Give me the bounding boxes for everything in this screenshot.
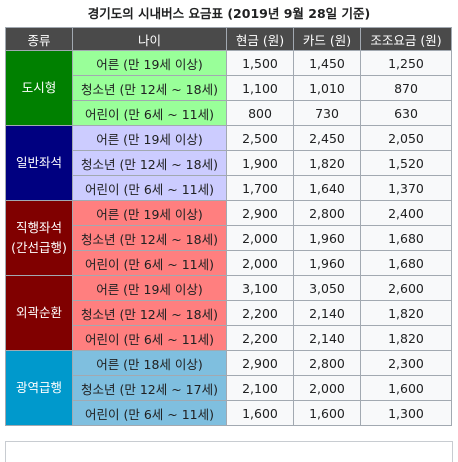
age-cell: 청소년 (만 12세 ~ 18세) bbox=[72, 300, 227, 326]
table-caption: 경기도의 시내버스 요금표 (2019년 9월 28일 기준) bbox=[87, 6, 371, 21]
table-row: 청소년 (만 12세 ~ 18세) 2,000 1,960 1,680 bbox=[6, 225, 452, 251]
cash-fare-cell: 2,900 bbox=[226, 350, 294, 376]
age-cell: 어린이 (만 6세 ~ 11세) bbox=[72, 400, 227, 426]
table-row: 청소년 (만 12세 ~ 18세) 2,200 2,140 1,820 bbox=[6, 300, 452, 326]
early-fare-cell: 2,300 bbox=[360, 350, 452, 376]
fare-table-body: 도시형 어른 (만 19세 이상) 1,500 1,450 1,250 청소년 (만 12… bbox=[5, 50, 452, 426]
age-cell: 어린이 (만 6세 ~ 11세) bbox=[72, 175, 227, 201]
table-row: 어린이 (만 6세 ~ 11세) 1,700 1,640 1,370 bbox=[6, 175, 452, 201]
early-fare-cell: 1,680 bbox=[360, 250, 452, 276]
cash-fare-cell: 2,200 bbox=[226, 325, 294, 351]
bus-type-label: (간선급행) bbox=[11, 240, 67, 255]
table-row: 도시형 어른 (만 19세 이상) 1,500 1,450 1,250 bbox=[5, 50, 452, 126]
age-cell: 청소년 (만 12세 ~ 18세) bbox=[72, 75, 227, 101]
age-cell: 어른 (만 19세 이상) bbox=[72, 50, 227, 76]
bus-type-cell: 직행좌석 (간선급행) bbox=[5, 200, 73, 276]
age-cell: 청소년 (만 12세 ~ 18세) bbox=[72, 150, 227, 176]
table-row: 어린이 (만 6세 ~ 11세) 1,600 1,600 1,300 bbox=[6, 400, 452, 426]
early-fare-cell: 630 bbox=[360, 100, 452, 126]
bus-type-cell: 외곽순환 bbox=[5, 275, 73, 351]
card-fare-cell: 2,800 bbox=[293, 200, 361, 226]
bus-type-label: 외곽순환 bbox=[15, 305, 62, 320]
table-row: 일반좌석 어른 (만 19세 이상) 2,500 2,450 2,050 bbox=[5, 125, 452, 201]
cash-fare-cell: 800 bbox=[226, 100, 294, 126]
header-early: 조조요금 (원) bbox=[360, 27, 452, 51]
cash-fare-cell: 3,100 bbox=[226, 275, 294, 301]
header-type: 종류 bbox=[5, 27, 73, 51]
early-fare-cell: 2,600 bbox=[360, 275, 452, 301]
early-fare-cell: 1,370 bbox=[360, 175, 452, 201]
early-fare-cell: 1,820 bbox=[360, 300, 452, 326]
bus-type-cell: 일반좌석 bbox=[5, 125, 73, 201]
early-fare-cell: 1,680 bbox=[360, 225, 452, 251]
early-fare-cell: 1,820 bbox=[360, 325, 452, 351]
cash-fare-cell: 2,000 bbox=[226, 225, 294, 251]
bus-type-label: 광역급행 bbox=[15, 380, 62, 395]
age-cell: 청소년 (만 12세 ~ 18세) bbox=[72, 225, 227, 251]
header-card: 카드 (원) bbox=[293, 27, 361, 51]
card-fare-cell: 1,960 bbox=[293, 250, 361, 276]
card-fare-cell: 730 bbox=[293, 100, 361, 126]
bus-type-label: 도시형 bbox=[21, 80, 57, 95]
header-age: 나이 bbox=[72, 27, 227, 51]
table-row: 외곽순환 어른 (만 19세 이상) 3,100 3,050 2,600 bbox=[5, 275, 452, 351]
cash-fare-cell: 2,200 bbox=[226, 300, 294, 326]
age-cell: 어린이 (만 6세 ~ 11세) bbox=[72, 250, 227, 276]
cash-fare-cell: 2,900 bbox=[226, 200, 294, 226]
table-row: 청소년 (만 12세 ~ 18세) 1,900 1,820 1,520 bbox=[6, 150, 452, 176]
age-cell: 어른 (만 19세 이상) bbox=[72, 275, 227, 301]
bus-type-label: 일반좌석 bbox=[15, 155, 62, 170]
header-cash: 현금 (원) bbox=[226, 27, 294, 51]
age-cell: 어린이 (만 6세 ~ 11세) bbox=[72, 100, 227, 126]
table-row: 어린이 (만 6세 ~ 11세) 800 730 630 bbox=[6, 100, 452, 126]
card-fare-cell: 2,140 bbox=[293, 325, 361, 351]
table-row: 어린이 (만 6세 ~ 11세) 2,200 2,140 1,820 bbox=[6, 325, 452, 351]
card-fare-cell: 2,000 bbox=[293, 375, 361, 401]
card-fare-cell: 1,600 bbox=[293, 400, 361, 426]
early-fare-cell: 2,400 bbox=[360, 200, 452, 226]
table-row: 광역급행 어른 (만 18세 이상) 2,900 2,800 2,300 bbox=[5, 350, 452, 426]
header-row: 종류 나이 현금 (원) 카드 (원) 조조요금 (원) bbox=[5, 27, 452, 51]
card-fare-cell: 2,800 bbox=[293, 350, 361, 376]
age-cell: 청소년 (만 12세 ~ 17세) bbox=[72, 375, 227, 401]
card-fare-cell: 2,140 bbox=[293, 300, 361, 326]
next-content-box bbox=[5, 441, 453, 462]
cash-fare-cell: 2,000 bbox=[226, 250, 294, 276]
card-fare-cell: 1,450 bbox=[293, 50, 361, 76]
card-fare-cell: 1,640 bbox=[293, 175, 361, 201]
card-fare-cell: 1,010 bbox=[293, 75, 361, 101]
cash-fare-cell: 2,100 bbox=[226, 375, 294, 401]
early-fare-cell: 1,600 bbox=[360, 375, 452, 401]
card-fare-cell: 2,450 bbox=[293, 125, 361, 151]
age-cell: 어린이 (만 6세 ~ 11세) bbox=[72, 325, 227, 351]
cash-fare-cell: 1,100 bbox=[226, 75, 294, 101]
table-row: 청소년 (만 12세 ~ 18세) 1,100 1,010 870 bbox=[6, 75, 452, 101]
table-row: 어린이 (만 6세 ~ 11세) 2,000 1,960 1,680 bbox=[6, 250, 452, 276]
bus-type-label: 직행좌석 bbox=[15, 220, 62, 235]
early-fare-cell: 1,250 bbox=[360, 50, 452, 76]
early-fare-cell: 870 bbox=[360, 75, 452, 101]
bus-type-cell: 광역급행 bbox=[5, 350, 73, 426]
cash-fare-cell: 1,900 bbox=[226, 150, 294, 176]
table-row: 청소년 (만 12세 ~ 17세) 2,100 2,000 1,600 bbox=[6, 375, 452, 401]
early-fare-cell: 1,520 bbox=[360, 150, 452, 176]
age-cell: 어른 (만 18세 이상) bbox=[72, 350, 227, 376]
cash-fare-cell: 1,600 bbox=[226, 400, 294, 426]
table-row: 직행좌석 (간선급행) 어른 (만 19세 이상) 2,900 2,800 2,400 bbox=[5, 200, 452, 276]
cash-fare-cell: 1,700 bbox=[226, 175, 294, 201]
age-cell: 어른 (만 19세 이상) bbox=[72, 200, 227, 226]
card-fare-cell: 3,050 bbox=[293, 275, 361, 301]
cash-fare-cell: 2,500 bbox=[226, 125, 294, 151]
early-fare-cell: 2,050 bbox=[360, 125, 452, 151]
card-fare-cell: 1,820 bbox=[293, 150, 361, 176]
card-fare-cell: 1,960 bbox=[293, 225, 361, 251]
bus-type-cell: 도시형 bbox=[5, 50, 73, 126]
age-cell: 어른 (만 19세 이상) bbox=[72, 125, 227, 151]
cash-fare-cell: 1,500 bbox=[226, 50, 294, 76]
early-fare-cell: 1,300 bbox=[360, 400, 452, 426]
